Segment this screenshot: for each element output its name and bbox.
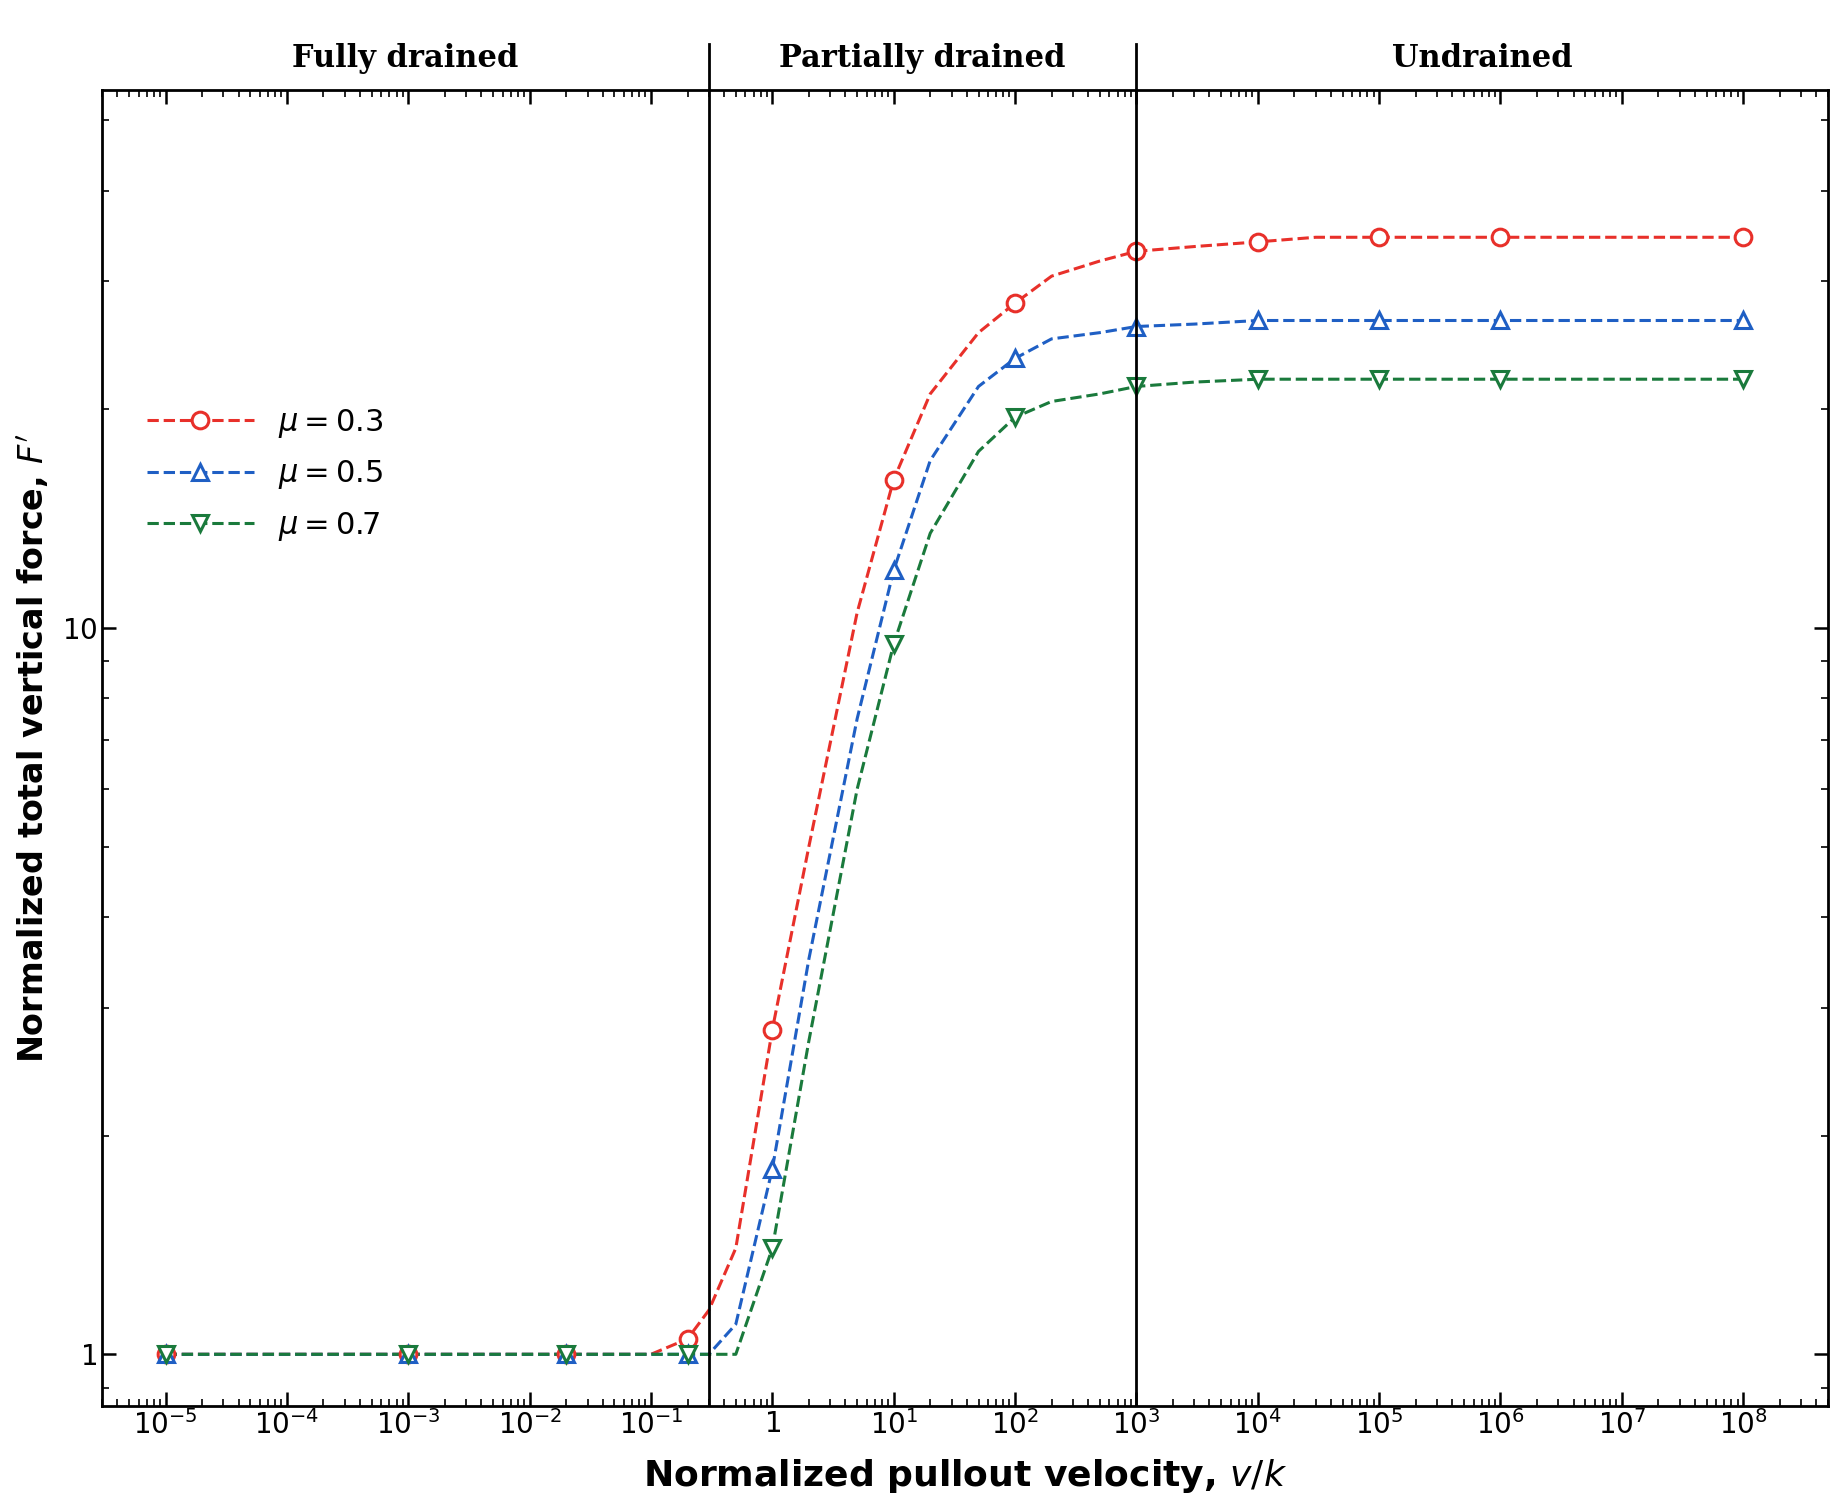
Text: Undrained: Undrained (1391, 44, 1572, 74)
Legend: $\mu = 0.3$, $\mu = 0.5$, $\mu = 0.7$: $\mu = 0.3$, $\mu = 0.5$, $\mu = 0.7$ (135, 394, 396, 556)
X-axis label: Normalized pullout velocity, $\mathit{v/k}$: Normalized pullout velocity, $\mathit{v/… (643, 1457, 1286, 1495)
Y-axis label: Normalized total vertical force, $\mathit{F'}$: Normalized total vertical force, $\mathi… (15, 433, 50, 1063)
Text: Partially drained: Partially drained (780, 44, 1065, 74)
Text: Fully drained: Fully drained (293, 44, 518, 74)
